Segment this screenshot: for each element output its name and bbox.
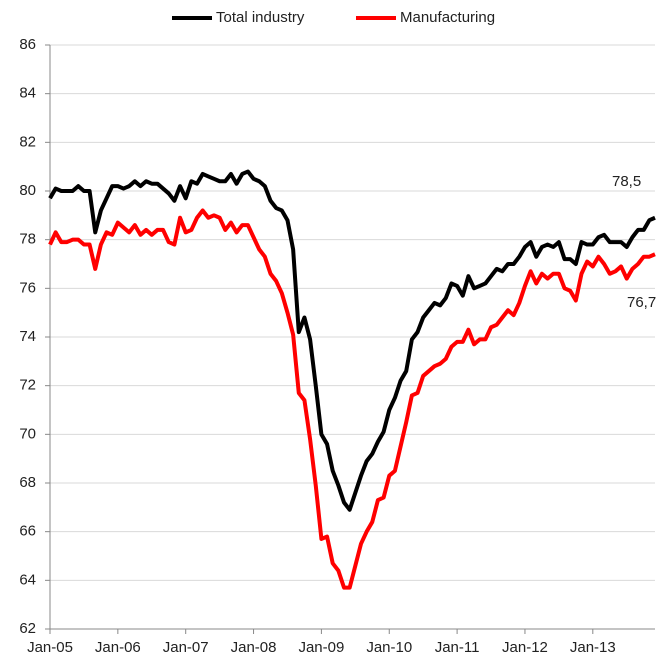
annotation: 76,7 — [627, 294, 656, 311]
y-tick-label: 76 — [19, 279, 36, 296]
legend-label: Total industry — [216, 9, 305, 26]
y-tick-label: 86 — [19, 36, 36, 53]
x-tick-label: Jan-12 — [502, 639, 548, 656]
x-tick-label: Jan-10 — [366, 639, 412, 656]
y-tick-label: 62 — [19, 620, 36, 637]
y-tick-label: 82 — [19, 133, 36, 150]
y-tick-label: 64 — [19, 571, 36, 588]
series-line — [48, 208, 656, 590]
x-tick-label: Jan-07 — [163, 639, 209, 656]
y-tick-label: 68 — [19, 474, 36, 491]
y-tick-label: 84 — [19, 85, 36, 102]
y-tick-label: 66 — [19, 523, 36, 540]
y-tick-label: 78 — [19, 231, 36, 248]
x-tick-label: Jan-05 — [27, 639, 73, 656]
y-tick-label: 74 — [19, 328, 36, 345]
x-tick-label: Jan-09 — [298, 639, 344, 656]
y-tick-label: 80 — [19, 182, 36, 199]
x-tick-label: Jan-08 — [231, 639, 277, 656]
annotation: 78,5 — [612, 173, 641, 190]
y-tick-label: 72 — [19, 377, 36, 394]
series-line — [48, 169, 656, 512]
x-tick-label: Jan-13 — [570, 639, 616, 656]
legend-label: Manufacturing — [400, 9, 495, 26]
x-tick-label: Jan-06 — [95, 639, 141, 656]
y-tick-label: 70 — [19, 425, 36, 442]
x-tick-label: Jan-11 — [435, 639, 480, 656]
